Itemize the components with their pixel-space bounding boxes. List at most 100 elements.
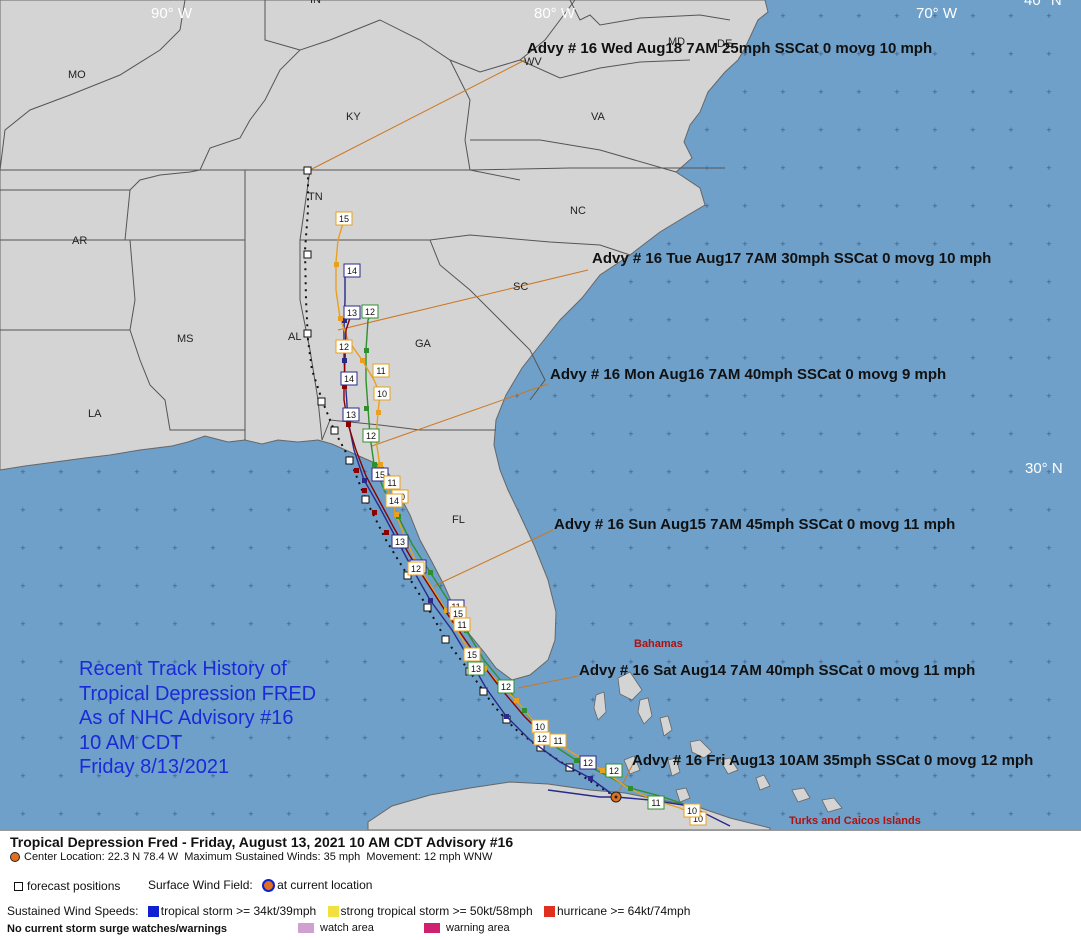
grid-cross: +	[666, 240, 672, 248]
grid-cross: +	[286, 468, 292, 476]
day-box-green	[605, 763, 623, 778]
advisory-label-mon: Advy # 16 Mon Aug16 7AM 40mph SSCat 0 mo…	[550, 366, 947, 383]
day-label-orange: 10	[377, 389, 387, 399]
grid-cross: +	[1046, 506, 1052, 514]
grid-cross: +	[894, 392, 900, 400]
day-label-navy: 12	[583, 758, 593, 768]
grid-cross: +	[970, 240, 976, 248]
grid-cross: +	[96, 582, 102, 590]
grid-cross: +	[818, 582, 824, 590]
legend-watch-area: watch area	[298, 922, 374, 934]
track-history-line: Recent Track History of	[79, 658, 287, 680]
grid-cross: +	[932, 620, 938, 628]
grid-cross: +	[438, 734, 444, 742]
grid-cross: +	[210, 544, 216, 552]
grid-cross: +	[894, 240, 900, 248]
grid-cross: +	[666, 658, 672, 666]
grid-cross: +	[58, 582, 64, 590]
grid-cross: +	[286, 810, 292, 818]
day-label-green: 11	[651, 798, 660, 808]
grid-cross: +	[780, 734, 786, 742]
grid-cross: +	[172, 544, 178, 552]
state-label-ms: MS	[177, 333, 194, 345]
grid-cross: +	[780, 696, 786, 704]
grid-cross: +	[1008, 772, 1014, 780]
grid-cross: +	[856, 392, 862, 400]
grid-cross: +	[324, 696, 330, 704]
day-label-navy: 14	[344, 374, 354, 384]
grid-cross: +	[894, 658, 900, 666]
grid-cross: +	[704, 506, 710, 514]
day-label-orange: 14	[389, 496, 399, 506]
grid-cross: +	[362, 696, 368, 704]
grid-cross: +	[932, 354, 938, 362]
grid-cross: +	[742, 392, 748, 400]
state-borders	[0, 0, 731, 441]
grid-cross: +	[552, 544, 558, 552]
grid-cross: +	[248, 658, 254, 666]
day-box-orange	[407, 561, 425, 576]
grid-cross: +	[628, 544, 634, 552]
grid-cross: +	[1046, 316, 1052, 324]
grid-cross: +	[856, 164, 862, 172]
grid-cross: +	[590, 316, 596, 324]
grid-cross: +	[1046, 544, 1052, 552]
grid-cross: +	[476, 696, 482, 704]
watch-area-label: watch area	[320, 922, 374, 934]
state-label-la: LA	[88, 408, 102, 420]
grid-cross: +	[400, 658, 406, 666]
grid-cross: +	[1046, 126, 1052, 134]
grid-cross: +	[856, 430, 862, 438]
state-label-nc: NC	[570, 205, 586, 217]
day-label-green: 13	[471, 664, 481, 674]
grid-cross: +	[248, 734, 254, 742]
grid-cross: +	[552, 582, 558, 590]
grid-cross: +	[780, 544, 786, 552]
grid-cross: +	[856, 544, 862, 552]
grid-cross: +	[818, 506, 824, 514]
grid-cross: +	[248, 810, 254, 818]
grid-cross: +	[286, 658, 292, 666]
legend-title: Tropical Depression Fred - Friday, Augus…	[10, 834, 514, 850]
grid-cross: +	[438, 620, 444, 628]
day-box-green	[362, 428, 380, 443]
at-current-location-label: at current location	[277, 878, 373, 892]
grid-cross: +	[324, 506, 330, 514]
forecast-position-icon	[14, 882, 23, 892]
grid-cross: +	[476, 734, 482, 742]
grid-cross: +	[590, 506, 596, 514]
day-box-green	[647, 795, 665, 810]
grid-cross: +	[704, 202, 710, 210]
watch-area-swatch	[298, 923, 314, 934]
grid-cross: +	[818, 620, 824, 628]
grid-cross: +	[514, 430, 520, 438]
grid-cross: +	[780, 202, 786, 210]
grid-cross: +	[818, 164, 824, 172]
grid-cross: +	[932, 658, 938, 666]
grid-cross: +	[248, 772, 254, 780]
grid-cross: +	[856, 316, 862, 324]
grid-cross: +	[628, 772, 634, 780]
grid-cross: +	[780, 50, 786, 58]
grid-cross: +	[628, 392, 634, 400]
hurricane-label: hurricane >= 64kt/74mph	[556, 904, 691, 918]
grid-cross: +	[134, 658, 140, 666]
grid-cross: +	[514, 734, 520, 742]
grid-cross: +	[172, 582, 178, 590]
grid-cross: +	[324, 734, 330, 742]
day-label-orange: 15	[453, 609, 463, 619]
grid-cross: +	[704, 240, 710, 248]
lat-label-30n: 30° N	[1025, 460, 1063, 477]
grid-cross: +	[932, 696, 938, 704]
day-box-green	[467, 661, 485, 676]
grid-cross: +	[666, 392, 672, 400]
grid-cross: +	[286, 506, 292, 514]
grid-cross: +	[932, 734, 938, 742]
warning-area-swatch	[424, 923, 440, 934]
grid-cross: +	[514, 772, 520, 780]
grid-cross: +	[856, 620, 862, 628]
grid-cross: +	[856, 50, 862, 58]
grid-cross: +	[894, 50, 900, 58]
grid-cross: +	[970, 506, 976, 514]
state-label-ky: KY	[346, 111, 361, 123]
